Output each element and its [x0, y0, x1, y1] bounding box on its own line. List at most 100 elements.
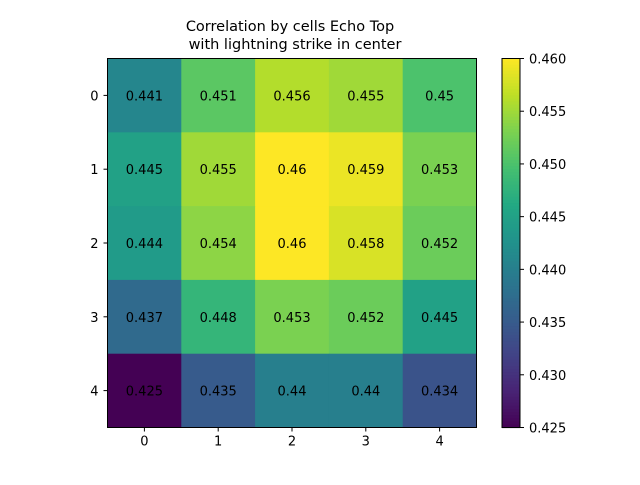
colorbar-segment [502, 273, 520, 278]
colorbar-segment [502, 412, 520, 416]
colorbar-segment [502, 236, 520, 241]
y-tick-label: 3 [90, 311, 98, 326]
colorbar-segment [502, 418, 520, 422]
heatmap-cell [107, 353, 182, 428]
heatmap-cell [255, 279, 330, 355]
heatmap-cell-label: 0.44 [351, 385, 380, 400]
colorbar-segment [502, 332, 520, 336]
heatmap-cell-label: 0.434 [421, 385, 458, 400]
colorbar-segment [502, 421, 520, 426]
heatmap-cell [328, 279, 404, 355]
heatmap-cell-label: 0.448 [200, 311, 237, 326]
heatmap-cell [402, 353, 477, 428]
heatmap-cell-label: 0.456 [273, 89, 310, 104]
heatmap-cell-label: 0.425 [126, 385, 163, 400]
colorbar-segment [502, 255, 520, 259]
colorbar-segment [502, 286, 520, 290]
y-axis: 0 1 2 3 4 [90, 89, 108, 400]
heatmap-cell [402, 206, 477, 281]
colorbar-segment [502, 153, 520, 158]
colorbar-segment [502, 184, 520, 189]
colorbar-tick-label: 0.440 [529, 263, 566, 278]
colorbar-segment [502, 298, 520, 303]
colorbar-segment [502, 150, 520, 155]
heatmap-cell [328, 353, 404, 428]
colorbar-segment [502, 301, 520, 306]
x-tick-label: 1 [214, 435, 222, 450]
heatmap-cell-label: 0.455 [347, 89, 384, 104]
chart-title-line-2: with lightning strike in center [189, 37, 402, 53]
colorbar-segment [502, 292, 520, 296]
colorbar-tick-label: 0.430 [529, 369, 566, 384]
colorbar-segment [502, 319, 520, 324]
colorbar-segment [502, 159, 520, 164]
heatmap-cell-label: 0.451 [200, 89, 237, 104]
heatmap-cell-label: 0.459 [347, 163, 384, 178]
colorbar-segment [502, 384, 520, 389]
heatmap-cell [181, 353, 256, 428]
y-tick-label: 4 [90, 385, 98, 400]
colorbar-segment [502, 326, 520, 330]
colorbar-segment [502, 169, 520, 173]
colorbar-segment [502, 80, 520, 84]
colorbar-segment [502, 261, 520, 266]
colorbar-segment [502, 144, 520, 149]
heatmap-cell-label: 0.445 [421, 311, 458, 326]
colorbar-segment [502, 243, 520, 247]
colorbar-segment [502, 396, 520, 401]
colorbar-segment [502, 353, 520, 358]
colorbar-segment [502, 190, 520, 195]
colorbar-segment [502, 369, 520, 373]
heatmap-cell [107, 279, 182, 355]
x-tick-label: 4 [435, 435, 443, 450]
colorbar-segment [502, 67, 520, 72]
heatmap-cell-labels: 0.441 0.451 0.456 0.455 0.45 0.445 0.455 0.46 0.… [126, 89, 458, 399]
colorbar-segment [502, 350, 520, 355]
colorbar-segment [502, 76, 520, 81]
colorbar-segment [502, 73, 520, 78]
colorbar-segment [502, 267, 520, 272]
colorbar-segment [502, 209, 520, 213]
heatmap-cell-label: 0.46 [278, 163, 307, 178]
colorbar-segment [502, 61, 520, 66]
colorbar-segment [502, 316, 520, 321]
colorbar-segment [502, 335, 520, 339]
x-tick-label: 3 [362, 435, 370, 450]
heatmap-cell [255, 132, 330, 207]
colorbar-segment [502, 156, 520, 161]
colorbar-segment [502, 199, 520, 204]
colorbar-segment [502, 163, 520, 167]
heatmap-cell-label: 0.444 [126, 237, 163, 252]
colorbar-tick-label: 0.425 [529, 422, 566, 437]
heatmap-cell-label: 0.44 [278, 385, 307, 400]
y-tick-label: 0 [90, 89, 98, 104]
colorbar-segment [502, 132, 520, 136]
heatmap-cell [181, 132, 256, 207]
heatmap-cell-label: 0.437 [126, 311, 163, 326]
colorbar-segment [502, 218, 520, 223]
colorbar-segment [502, 378, 520, 382]
heatmap-cells [107, 58, 477, 428]
colorbar: 0.425 0.430 0.435 0.440 0.445 0.450 0.455 0.460 [501, 53, 566, 437]
colorbar-segment [502, 101, 520, 106]
colorbar-segment [502, 249, 520, 253]
colorbar-segment [502, 424, 520, 429]
colorbar-segment [502, 126, 520, 130]
colorbar-segment [502, 390, 520, 395]
colorbar-segment [502, 120, 520, 124]
heatmap-cell [107, 206, 182, 281]
colorbar-tick-label: 0.435 [529, 316, 566, 331]
colorbar-segment [502, 387, 520, 392]
colorbar-segment [502, 178, 520, 183]
colorbar-segment [502, 393, 520, 398]
colorbar-segment [502, 104, 520, 109]
colorbar-segment [502, 215, 520, 219]
colorbar-segment [502, 415, 520, 419]
colorbar-segment [502, 166, 520, 170]
colorbar-segment [502, 304, 520, 309]
colorbar-segment [502, 92, 520, 96]
colorbar-segment [502, 135, 520, 140]
heatmap-cell-label: 0.454 [200, 237, 237, 252]
heatmap-cell-label: 0.435 [200, 385, 237, 400]
